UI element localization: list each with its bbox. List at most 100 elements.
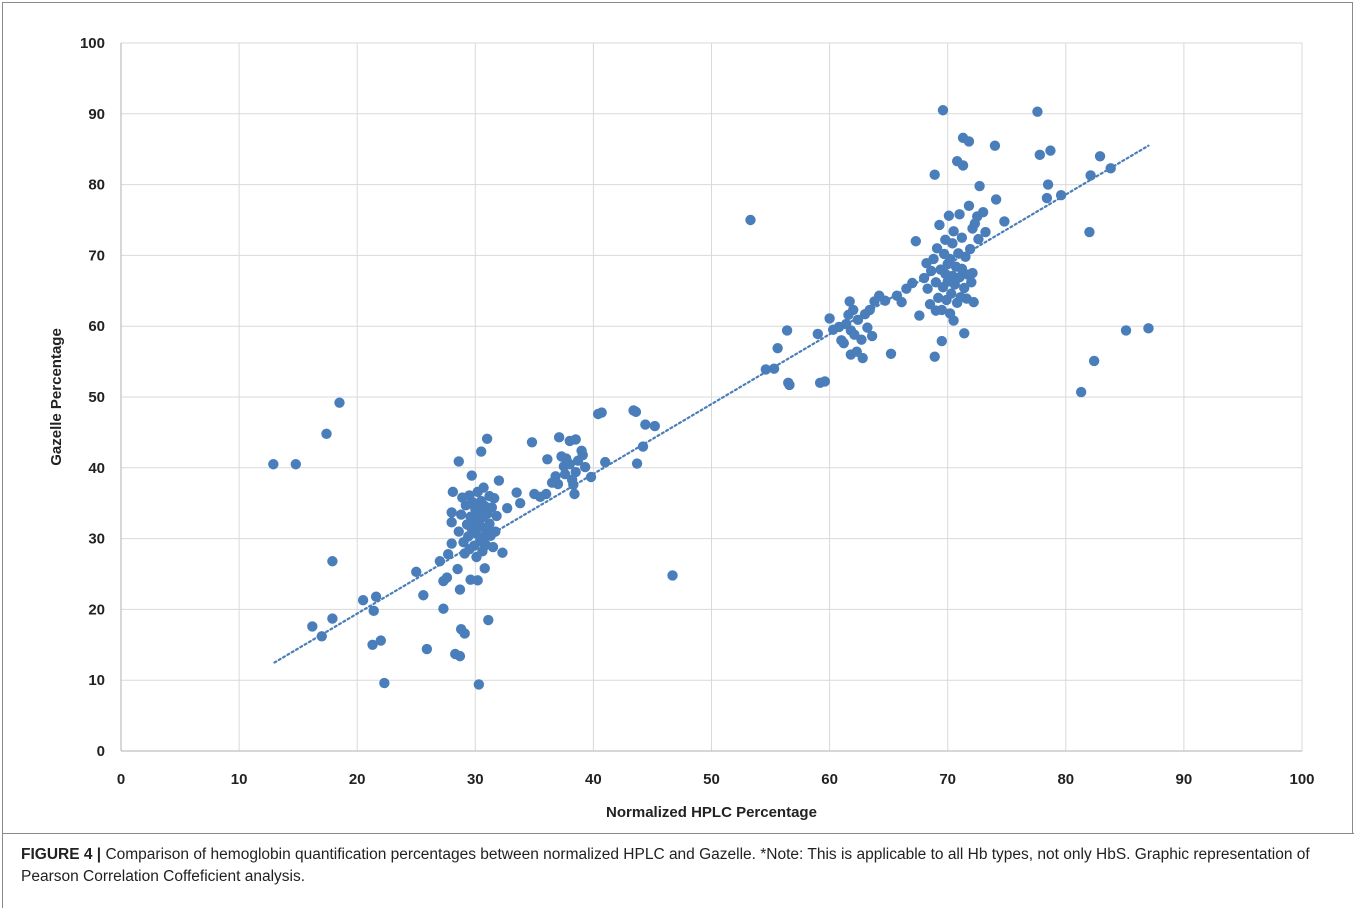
x-tick-label: 0: [117, 771, 125, 788]
data-point: [479, 563, 490, 574]
caption-label: FIGURE 4 |: [21, 846, 102, 863]
data-point: [999, 216, 1010, 227]
data-point: [411, 566, 422, 578]
data-point: [947, 238, 958, 249]
data-point: [866, 330, 878, 342]
data-point: [453, 456, 464, 467]
data-point: [1032, 106, 1043, 117]
x-tick-label: 80: [1057, 771, 1074, 788]
data-point: [824, 313, 835, 324]
data-point: [579, 461, 591, 473]
data-point: [931, 243, 943, 254]
data-point: [476, 446, 487, 457]
data-point: [885, 348, 897, 360]
data-point: [844, 296, 855, 307]
data-point: [640, 419, 651, 430]
y-tick-label: 10: [88, 672, 105, 689]
data-point: [1041, 192, 1053, 204]
data-point: [977, 207, 989, 218]
data-point: [943, 210, 955, 221]
data-point: [473, 679, 485, 690]
data-point: [954, 209, 965, 220]
data-point: [486, 502, 498, 513]
data-point: [478, 482, 489, 493]
data-point: [463, 531, 474, 542]
y-tick-label: 50: [88, 389, 105, 406]
data-point: [379, 677, 390, 689]
data-point: [327, 556, 338, 567]
data-point: [936, 335, 947, 347]
data-point: [1094, 151, 1106, 162]
data-point: [455, 509, 467, 520]
data-point: [934, 219, 945, 231]
data-point: [856, 334, 867, 345]
axes: [120, 43, 1302, 752]
y-tick-label: 60: [88, 318, 105, 335]
data-point: [459, 628, 470, 639]
data-point: [1088, 355, 1100, 367]
data-point: [334, 397, 345, 408]
x-tick-label: 20: [349, 771, 366, 788]
data-point: [454, 650, 466, 662]
data-point: [559, 468, 571, 480]
data-point: [784, 379, 795, 391]
y-tick-label: 20: [88, 601, 105, 618]
data-point: [896, 296, 907, 308]
data-point: [922, 283, 933, 294]
data-point: [929, 351, 940, 362]
data-point: [421, 643, 433, 655]
x-axis-title: Normalized HPLC Percentage: [606, 804, 817, 821]
data-point: [483, 614, 494, 626]
data-point: [933, 292, 944, 304]
x-tick-label: 10: [231, 771, 248, 788]
data-point: [434, 556, 446, 567]
data-point: [667, 570, 678, 581]
data-point: [454, 584, 466, 595]
data-point: [568, 479, 579, 490]
data-point: [852, 314, 864, 326]
data-point: [649, 420, 661, 432]
data-point: [973, 233, 984, 245]
data-point: [760, 364, 772, 375]
data-point: [488, 493, 500, 504]
y-axis-title: Gazelle Percentage: [48, 328, 65, 466]
x-tick-label: 40: [585, 771, 602, 788]
data-point: [481, 433, 493, 444]
data-point: [928, 253, 939, 265]
data-point: [370, 591, 382, 602]
data-point: [910, 236, 922, 247]
x-tick-label: 50: [703, 771, 720, 788]
data-point: [946, 288, 957, 299]
data-point: [1045, 145, 1056, 156]
y-tick-label: 100: [80, 35, 105, 52]
data-point: [446, 538, 457, 549]
data-point: [980, 226, 991, 238]
y-tick-label: 30: [88, 531, 105, 548]
y-tick-label: 0: [97, 743, 105, 760]
data-point: [948, 226, 959, 237]
data-point: [501, 502, 513, 514]
x-tick-label: 100: [1289, 771, 1314, 788]
data-point: [316, 631, 327, 642]
trendline-line: [273, 144, 1150, 664]
data-point: [600, 456, 611, 468]
data-point: [446, 507, 457, 518]
data-point: [948, 315, 959, 326]
data-point: [1084, 226, 1095, 238]
data-point: [367, 639, 378, 650]
data-point: [957, 160, 969, 171]
data-point: [862, 322, 873, 333]
data-point: [768, 363, 780, 374]
data-point: [857, 352, 868, 364]
data-point: [453, 526, 464, 537]
data-point: [944, 253, 956, 265]
data-point: [959, 282, 970, 294]
y-tick-label: 70: [88, 247, 105, 264]
trendline: [273, 144, 1150, 664]
data-point: [570, 434, 581, 445]
data-point: [491, 510, 502, 522]
data-point: [1120, 325, 1132, 336]
data-point: [914, 310, 925, 321]
data-point: [745, 214, 756, 226]
